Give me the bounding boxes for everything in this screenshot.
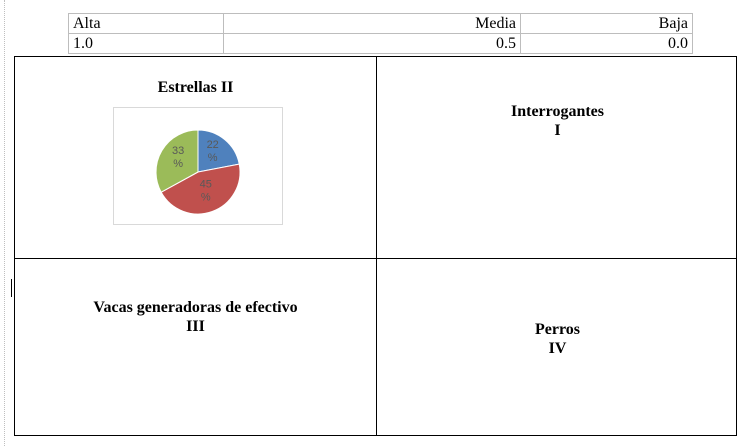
page-margin-guide: [4, 0, 5, 446]
table-row: 1.0 0.5 0.0: [68, 33, 693, 54]
table-row: Alta Media Baja: [68, 13, 693, 34]
pie-data-label: 22%: [207, 139, 219, 164]
matrix-vertical-divider: [376, 57, 377, 435]
quadrant-title: Vacas generadoras de efectivo: [93, 299, 298, 316]
pie-data-label: 45%: [200, 179, 212, 204]
quadrant-title: Estrellas II: [157, 79, 234, 96]
scale-label-mid: Media: [223, 13, 521, 34]
scale-label-high: Alta: [68, 13, 224, 34]
quadrant-title: Interrogantes: [510, 103, 605, 120]
pie-data-label: 33%: [172, 145, 184, 170]
scale-value-high: 1.0: [68, 33, 224, 54]
pie-slice: [197, 129, 240, 173]
quadrant-numeral: IV: [548, 340, 567, 357]
bcg-matrix: Estrellas II 22% 45% 33% Interrogantes I V…: [14, 56, 737, 436]
pie-chart[interactable]: 22% 45% 33%: [113, 107, 283, 225]
pie-chart-svg: 22 % 45 % 33%: [155, 129, 241, 215]
growth-scale-table: Alta Media Baja 1.0 0.5 0.0: [68, 13, 693, 54]
scale-label-low: Baja: [520, 13, 693, 34]
pie-slice: [155, 129, 199, 193]
quadrant-numeral: I: [554, 122, 561, 139]
scale-value-mid: 0.5: [223, 33, 521, 54]
quadrant-dogs-title: Perros IV: [377, 320, 738, 358]
scale-value-low: 0.0: [520, 33, 693, 54]
quadrant-stars-title: Estrellas II: [15, 78, 376, 97]
quadrant-cash-cows-title: Vacas generadoras de efectivo III: [15, 298, 376, 336]
quadrant-title: Perros: [534, 321, 580, 338]
pie-slice: [160, 163, 241, 215]
quadrant-question-marks-title: Interrogantes I: [377, 102, 738, 140]
matrix-horizontal-divider: [15, 258, 736, 259]
quadrant-numeral: III: [186, 318, 205, 335]
text-cursor: [11, 279, 12, 297]
